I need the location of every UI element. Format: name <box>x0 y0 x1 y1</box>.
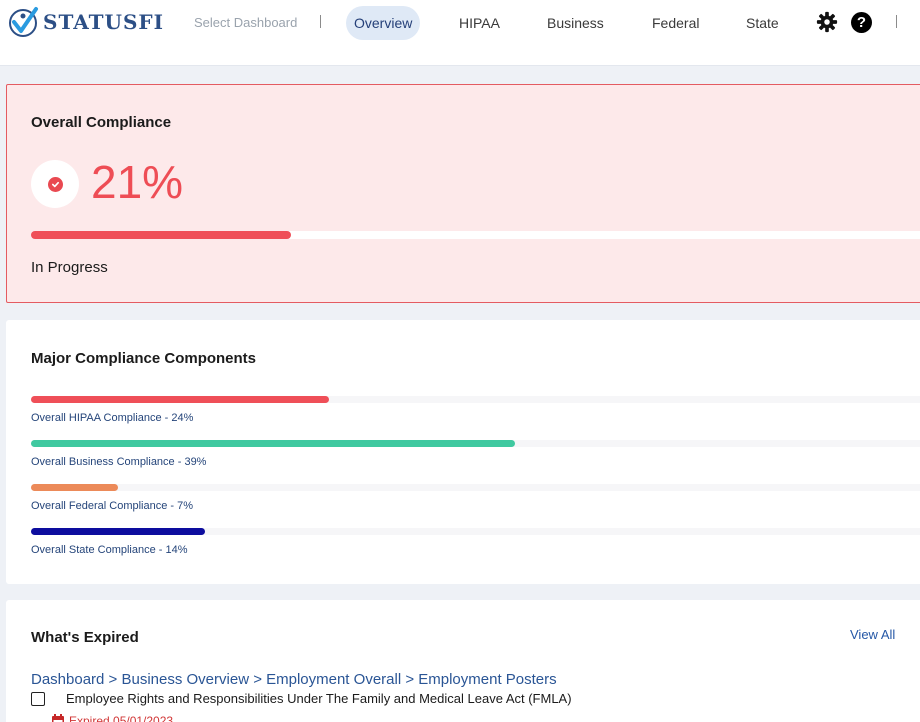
major-compliance-components-card: Major Compliance Components Overall HIPA… <box>6 320 920 584</box>
component-label[interactable]: Overall Business Compliance - 39% <box>31 456 207 468</box>
overall-progress-bar <box>31 231 920 239</box>
nav-federal[interactable]: Federal <box>652 15 700 31</box>
component-progress-fill <box>31 440 515 447</box>
component-label[interactable]: Overall Federal Compliance - 7% <box>31 500 194 512</box>
expired-date-row: Expired 05/01/2023 <box>51 714 173 722</box>
whats-expired-card: What's Expired View All Dashboard > Busi… <box>6 600 920 722</box>
statusfi-logo[interactable]: STATUSFI <box>6 4 164 40</box>
nav-overview[interactable]: Overview <box>346 6 421 40</box>
compliance-badge <box>31 160 79 208</box>
top-navigation-bar: STATUSFI Select Dashboard Overview HIPAA… <box>0 0 920 66</box>
nav-business[interactable]: Business <box>547 15 604 31</box>
component-progress-track <box>31 528 920 535</box>
component-progress-fill <box>31 528 205 535</box>
expired-item: Employee Rights and Responsibilities Und… <box>31 691 572 706</box>
view-all-link[interactable]: View All <box>850 627 896 642</box>
card-title: Overall Compliance <box>31 114 172 131</box>
component-progress-fill <box>31 484 118 491</box>
card-title: Major Compliance Components <box>31 350 257 367</box>
divider <box>896 15 897 28</box>
gear-icon[interactable] <box>816 11 838 33</box>
help-icon[interactable]: ? <box>851 12 872 33</box>
compliance-percent: 21% <box>91 156 184 208</box>
logo-check-icon <box>9 7 38 37</box>
item-label: Employee Rights and Responsibilities Und… <box>66 691 572 706</box>
expired-date: Expired 05/01/2023 <box>69 714 174 722</box>
component-progress-track <box>31 484 920 491</box>
item-checkbox[interactable] <box>31 691 45 706</box>
component-label[interactable]: Overall HIPAA Compliance - 24% <box>31 412 194 424</box>
nav-hipaa[interactable]: HIPAA <box>459 15 500 31</box>
progress-fill <box>31 231 291 239</box>
breadcrumb[interactable]: Dashboard > Business Overview > Employme… <box>31 671 557 688</box>
nav-state[interactable]: State <box>746 15 779 31</box>
check-circle-icon <box>47 176 63 192</box>
select-dashboard[interactable]: Select Dashboard <box>194 15 298 30</box>
logo-text: STATUSFI <box>43 10 164 34</box>
component-progress-fill <box>31 396 329 403</box>
component-progress-track <box>31 440 920 447</box>
component-progress-track <box>31 396 920 403</box>
card-title: What's Expired <box>31 629 139 646</box>
divider <box>320 15 321 28</box>
calendar-icon <box>52 714 64 722</box>
status-text: In Progress <box>31 259 108 276</box>
overall-compliance-card: Overall Compliance 21% In Progress <box>6 84 920 303</box>
component-label[interactable]: Overall State Compliance - 14% <box>31 544 188 556</box>
